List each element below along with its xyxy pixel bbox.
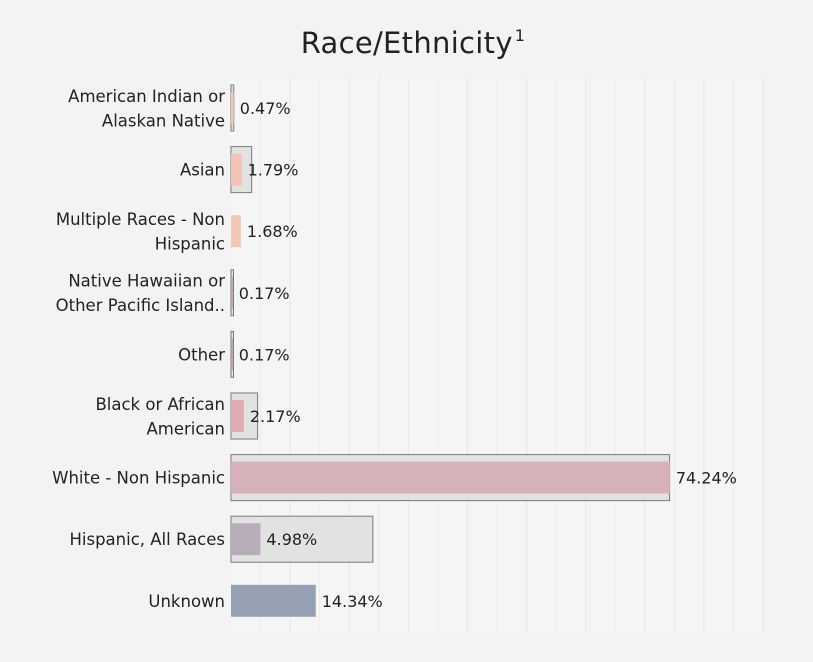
data-label: 14.34%	[322, 592, 383, 611]
bar	[231, 215, 241, 248]
data-label: 0.17%	[239, 345, 290, 364]
bar	[231, 584, 316, 617]
data-label: 2.17%	[250, 407, 301, 426]
bar	[231, 276, 233, 309]
bar	[231, 338, 233, 371]
category-label: Asian	[180, 161, 225, 180]
category-label: Other Pacific Island..	[56, 296, 225, 315]
data-label: 0.17%	[239, 284, 290, 303]
category-label: Alaskan Native	[102, 111, 225, 130]
data-label: 1.68%	[247, 222, 298, 241]
bar	[231, 523, 261, 556]
data-label: 1.79%	[248, 161, 299, 180]
category-label: American	[146, 419, 225, 438]
category-label: American Indian or	[68, 87, 225, 106]
category-label: Black or African	[95, 395, 225, 414]
chart-title-footnote: 1	[514, 26, 526, 45]
bar	[231, 153, 242, 186]
category-label: Hispanic, All Races	[69, 530, 225, 549]
bar	[231, 461, 670, 494]
category-label: Hispanic	[155, 234, 225, 253]
category-label: Other	[178, 345, 225, 364]
category-label: Native Hawaiian or	[68, 272, 225, 291]
category-label: Multiple Races - Non	[56, 210, 225, 229]
data-label: 74.24%	[676, 469, 737, 488]
data-label: 0.47%	[240, 99, 291, 118]
category-label: Unknown	[148, 592, 225, 611]
data-label: 4.98%	[266, 530, 317, 549]
chart-title: Race/Ethnicity 1	[0, 26, 813, 60]
category-label: White - Non Hispanic	[52, 469, 225, 488]
bar	[231, 400, 244, 432]
bar	[231, 92, 234, 124]
chart-title-text: Race/Ethnicity	[300, 26, 513, 60]
